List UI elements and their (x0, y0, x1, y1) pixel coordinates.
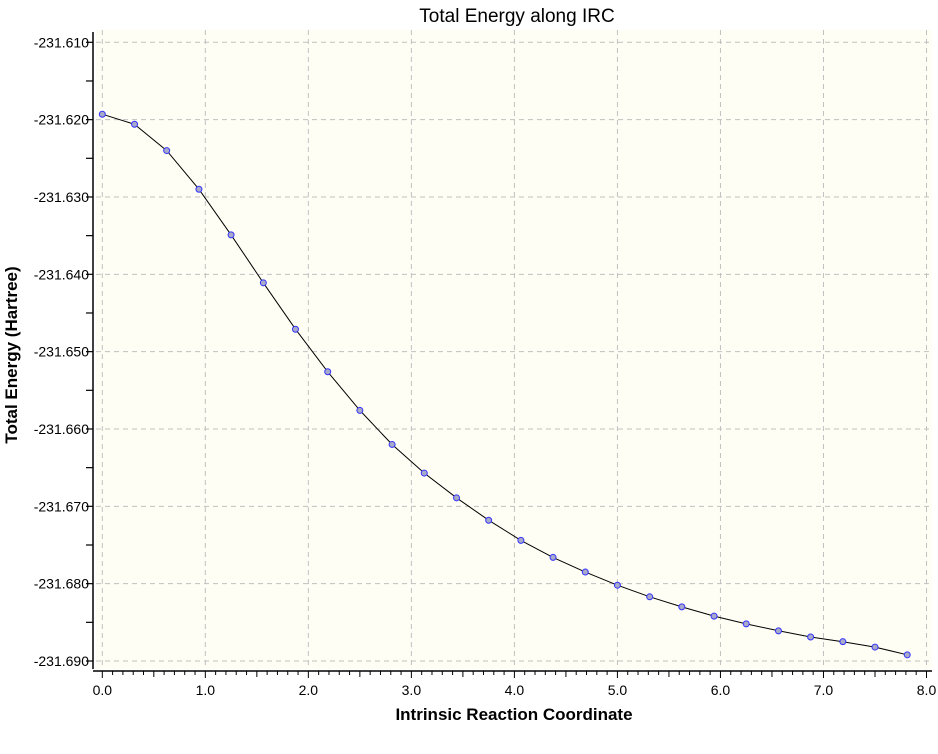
y-tick-label: -231.670 (34, 498, 89, 514)
x-tick-label: 3.0 (402, 682, 422, 698)
chart-title: Total Energy along IRC (419, 6, 614, 27)
grid-lines (96, 30, 932, 669)
data-point (195, 185, 203, 193)
y-tick-label: -231.650 (34, 344, 89, 360)
y-tick-labels: -231.610 -231.620 -231.630 -231.640 -231.650… (34, 34, 89, 669)
data-point (291, 325, 299, 333)
data-point (839, 638, 847, 646)
data-point (871, 643, 879, 651)
data-point (452, 494, 460, 502)
x-tick-labels: 0.0 1.0 2.0 3.0 4.0 5.0 6.0 7.0 8.0 (93, 682, 937, 698)
data-point (131, 120, 139, 128)
data-point (742, 620, 750, 628)
x-tick-label: 2.0 (299, 682, 319, 698)
data-point (678, 603, 686, 611)
data-point (517, 536, 525, 544)
x-axis-title: Intrinsic Reaction Coordinate (395, 705, 632, 724)
data-point (710, 612, 718, 620)
y-tick-label: -231.610 (34, 34, 89, 50)
data-point (163, 147, 171, 155)
data-point (549, 553, 557, 561)
data-point (227, 231, 235, 239)
y-axis-title: Total Energy (Hartree) (2, 266, 21, 443)
y-tick-label: -231.630 (34, 189, 89, 205)
data-point (903, 651, 911, 659)
data-point (774, 627, 782, 635)
axes (86, 32, 932, 678)
data-point (388, 440, 396, 448)
x-tick-label: 0.0 (93, 682, 113, 698)
energy-curve (102, 113, 908, 656)
data-point (581, 568, 589, 576)
y-tick-label: -231.620 (34, 112, 89, 128)
data-points (98, 110, 911, 659)
x-tick-label: 1.0 (196, 682, 216, 698)
y-tick-label: -231.690 (34, 653, 89, 669)
data-point (613, 581, 621, 589)
data-point (485, 516, 493, 524)
data-point (420, 469, 428, 477)
y-tick-label: -231.680 (34, 576, 89, 592)
data-point (259, 279, 267, 287)
data-point (324, 368, 332, 376)
x-tick-label: 5.0 (608, 682, 628, 698)
data-point (98, 110, 106, 118)
y-tick-label: -231.660 (34, 421, 89, 437)
data-point (646, 593, 654, 601)
x-tick-label: 7.0 (814, 682, 834, 698)
x-tick-label: 4.0 (505, 682, 525, 698)
x-tick-label: 8.0 (917, 682, 937, 698)
data-point (807, 633, 815, 641)
x-tick-label: 6.0 (711, 682, 731, 698)
y-tick-label: -231.640 (34, 266, 89, 282)
data-point (356, 406, 364, 414)
